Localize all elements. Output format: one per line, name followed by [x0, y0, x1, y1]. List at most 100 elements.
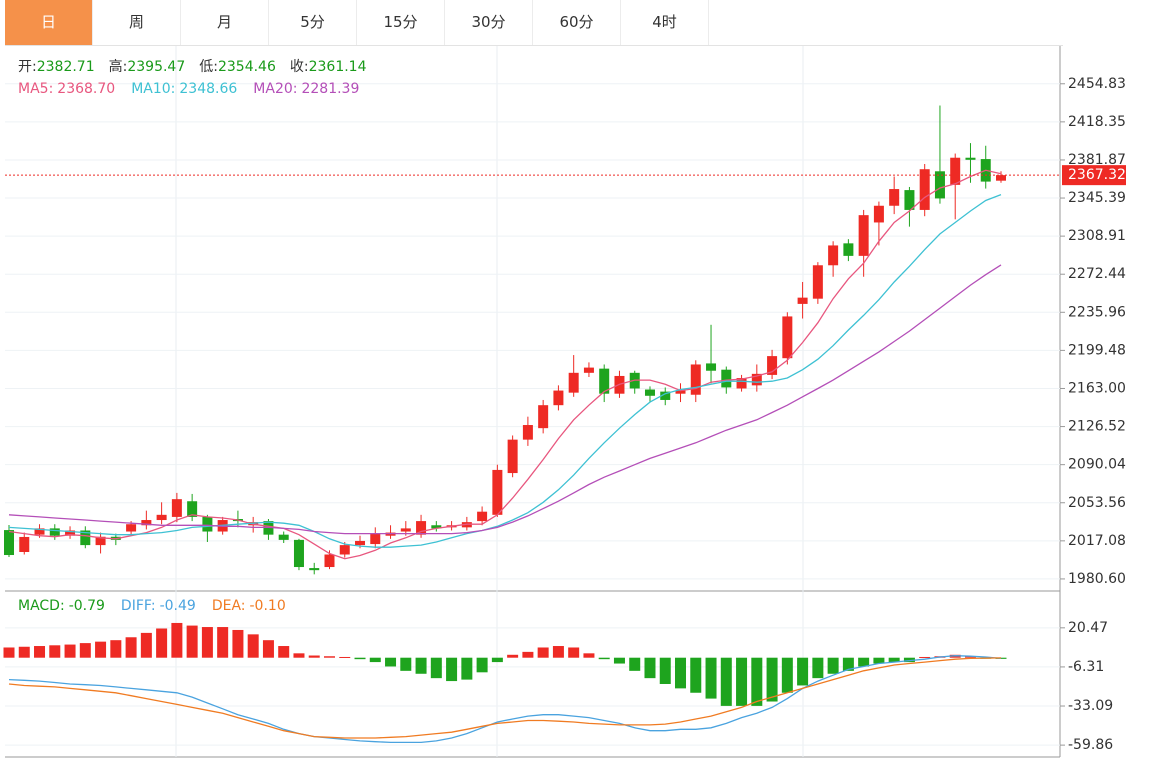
macd-bar: [583, 653, 595, 658]
tab[interactable]: 月: [181, 0, 269, 45]
candle-body: [934, 171, 945, 199]
macd-bar: [217, 627, 229, 658]
macd-bar: [903, 657, 915, 663]
macd-bar: [186, 625, 198, 658]
tab[interactable]: 日: [5, 0, 93, 45]
candle-body: [171, 499, 182, 517]
info-value: 2382.71: [37, 59, 95, 75]
macd-bar: [140, 632, 152, 658]
candle-body: [721, 369, 732, 388]
candle-body: [126, 524, 137, 532]
info-row: 开:2382.71 高:2395.47 低:2354.46 收:2361.14: [18, 58, 367, 75]
candle-body: [187, 501, 198, 517]
macd-bar: [568, 647, 580, 658]
macd-bar: [736, 657, 748, 706]
macd-bar: [720, 657, 732, 706]
candle-body: [644, 389, 655, 396]
macd-bar: [308, 655, 320, 658]
macd-bar: [552, 646, 564, 658]
macd-bar: [201, 627, 213, 658]
candle-body: [965, 157, 976, 160]
candle-body: [141, 520, 152, 526]
info-label: 低:: [199, 59, 218, 75]
macd-bar: [232, 629, 244, 658]
candle-body: [522, 425, 533, 440]
info-value: 2395.47: [127, 59, 185, 75]
candle-body: [324, 554, 335, 568]
candle-body: [278, 534, 289, 540]
candle-body: [80, 530, 91, 546]
y-tick-label: -59.86: [1068, 737, 1113, 753]
candle-body: [553, 390, 564, 406]
candle-body: [19, 536, 30, 552]
legend-name: MACD:: [18, 598, 65, 614]
series-line: [8, 655, 1002, 744]
legend-name: MA20:: [253, 81, 297, 97]
macd-bar: [613, 657, 625, 664]
tab[interactable]: 周: [93, 0, 181, 45]
macd-bar: [293, 653, 305, 658]
candle-body: [293, 539, 304, 568]
legend: MACD: -0.79 DIFF: -0.49 DEA: -0.10: [18, 598, 286, 614]
tab[interactable]: 4时: [621, 0, 709, 45]
info-label: 高:: [109, 58, 128, 75]
legend-value: 2348.66: [179, 81, 237, 97]
macd-bar: [95, 641, 107, 658]
series-line: [8, 657, 1002, 739]
macd-bar: [461, 657, 473, 680]
tab[interactable]: 5分: [269, 0, 357, 45]
candle-body: [583, 367, 594, 373]
series-line: [8, 264, 1002, 535]
candle-body: [568, 372, 579, 393]
candle-body: [49, 528, 60, 536]
info-label: 收:: [290, 59, 309, 75]
y-tick-label: 2017.08: [1068, 533, 1126, 549]
y-tick-label: 2454.83: [1068, 76, 1126, 92]
info-label: 开:: [18, 59, 37, 75]
y-tick-label: 20.47: [1068, 620, 1108, 636]
candle-body: [660, 391, 671, 400]
macd-bar: [171, 622, 183, 658]
macd-bar: [247, 634, 259, 658]
macd-bar: [919, 656, 931, 658]
macd-bar: [415, 657, 427, 674]
tab[interactable]: 15分: [357, 0, 445, 45]
candle-body: [507, 439, 518, 474]
y-tick-label: 2199.48: [1068, 342, 1126, 358]
candle-body: [782, 316, 793, 359]
macd-bar: [339, 656, 351, 658]
tab[interactable]: 60分: [533, 0, 621, 45]
y-tick-label: 2163.00: [1068, 380, 1126, 396]
legend-name: DEA:: [212, 598, 246, 614]
macd-bar: [659, 657, 671, 684]
candle-body: [919, 169, 930, 210]
candle-body: [156, 514, 167, 521]
macd-bar: [781, 657, 793, 693]
macd-bar: [34, 646, 46, 658]
candle-body: [812, 265, 823, 299]
info-value: 2361.14: [309, 59, 367, 75]
y-tick-label: 2053.56: [1068, 495, 1126, 511]
candle-body: [400, 528, 411, 532]
candle-body: [690, 364, 701, 395]
macd-bar: [323, 656, 335, 658]
macd-bar: [629, 657, 641, 671]
tab[interactable]: 30分: [445, 0, 533, 45]
candle-body: [843, 243, 854, 256]
macd-bar: [858, 657, 870, 667]
candle-body: [904, 190, 915, 210]
legend-value: 2368.70: [57, 81, 115, 97]
macd-bar: [888, 657, 900, 663]
macd-bar: [522, 651, 534, 658]
candle-body: [339, 545, 350, 555]
legend-value: -0.79: [69, 598, 105, 614]
legend-value: 2281.39: [301, 81, 359, 97]
macd-bar: [64, 644, 76, 658]
y-tick-label: 1980.60: [1068, 571, 1126, 587]
macd-bar: [964, 656, 976, 658]
y-tick-label: 2308.91: [1068, 228, 1126, 244]
candle-body: [675, 390, 686, 394]
macd-bar: [842, 657, 854, 671]
legend-name: MA10:: [131, 81, 175, 97]
